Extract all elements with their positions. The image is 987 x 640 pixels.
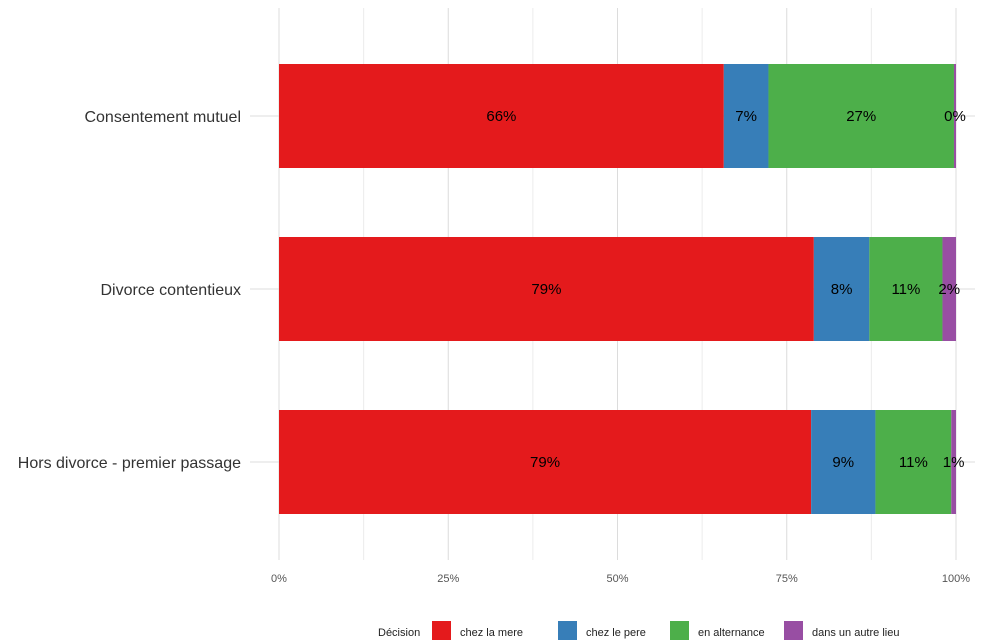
- data-label: 27%: [846, 108, 876, 125]
- data-label: 0%: [944, 108, 966, 125]
- bar-segment: [723, 64, 769, 168]
- legend-swatch: [784, 621, 803, 640]
- legend-entry: chez le pere: [586, 627, 646, 639]
- x-tick-label: 75%: [776, 573, 798, 585]
- bars: [279, 64, 956, 514]
- legend-swatch: [432, 621, 451, 640]
- legend-entry: chez la mere: [460, 627, 523, 639]
- category-label: Divorce contentieux: [100, 282, 241, 299]
- x-tick-label: 0%: [271, 573, 287, 585]
- bar-segment: [811, 410, 876, 514]
- legend-title: Décision: [378, 627, 420, 639]
- bar-segment: [279, 64, 724, 168]
- data-label: 79%: [530, 454, 560, 471]
- bar-segment: [768, 64, 954, 168]
- bar-segment: [869, 237, 943, 341]
- legend: Décision chez la mere chez le pere en alte…: [378, 621, 899, 640]
- data-label: 79%: [531, 281, 561, 298]
- bar-segment: [942, 237, 956, 341]
- bar-segment: [951, 410, 956, 514]
- bar-segment: [279, 410, 812, 514]
- bar-segment: [953, 64, 956, 168]
- data-label: 7%: [735, 108, 757, 125]
- legend-swatch: [670, 621, 689, 640]
- legend-entry: dans un autre lieu: [812, 627, 899, 639]
- x-tick-label: 100%: [942, 573, 970, 585]
- data-label: 11%: [891, 281, 920, 298]
- legend-entry: en alternance: [698, 627, 765, 639]
- x-tick-label: 50%: [606, 573, 628, 585]
- legend-swatch: [558, 621, 577, 640]
- data-label: 66%: [486, 108, 516, 125]
- bar-segment: [875, 410, 952, 514]
- data-label: 11%: [899, 454, 928, 471]
- bar-segment: [813, 237, 870, 341]
- x-tick-labels: 0% 25% 50% 75% 100%: [271, 573, 970, 585]
- x-tick-label: 25%: [437, 573, 459, 585]
- data-labels: 66% 7% 27% 0% 79% 8% 11% 2% 79% 9% 11% 1%: [486, 108, 965, 471]
- data-label: 8%: [831, 281, 853, 298]
- bar-segment: [279, 237, 814, 341]
- data-label: 2%: [938, 281, 960, 298]
- data-label: 1%: [943, 454, 965, 471]
- category-label: Hors divorce - premier passage: [18, 455, 241, 472]
- data-label: 9%: [832, 454, 854, 471]
- category-label: Consentement mutuel: [84, 109, 241, 126]
- category-labels: Consentement mutuel Divorce contentieux Ho…: [18, 109, 241, 472]
